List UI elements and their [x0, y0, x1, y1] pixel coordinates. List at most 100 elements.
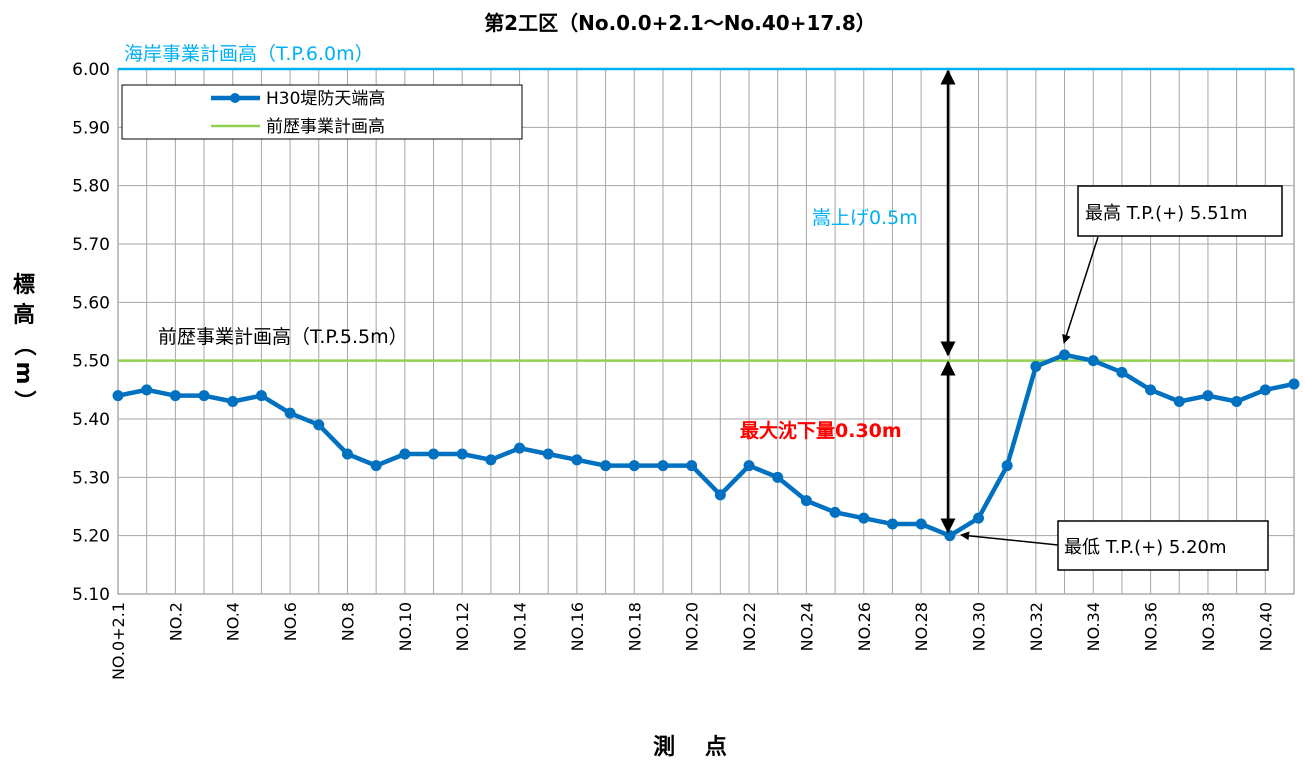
plot-area: [117, 68, 1295, 595]
data-point: [944, 530, 956, 542]
data-point: [112, 390, 124, 402]
y-axis-label-char: ）: [11, 390, 36, 412]
data-point: [313, 419, 325, 431]
x-tick-label: NO.6: [281, 602, 300, 641]
data-point: [542, 448, 554, 460]
data-point: [485, 454, 497, 466]
x-axis-label: 測 点: [653, 734, 727, 760]
x-tick-label: NO.20: [683, 602, 702, 651]
data-point: [1059, 349, 1071, 361]
data-point: [198, 390, 210, 402]
data-point: [743, 460, 755, 472]
data-point: [399, 448, 411, 460]
legend-box: [121, 84, 523, 140]
data-point: [915, 518, 927, 530]
chart-title: 第2工区（No.0.0+2.1～No.40+17.8）: [484, 11, 876, 35]
data-point: [858, 512, 870, 524]
y-tick-label: 5.70: [72, 235, 110, 255]
min-callout-box: [1057, 520, 1269, 571]
y-tick-label: 5.80: [72, 177, 110, 197]
data-point: [686, 460, 698, 472]
data-point: [571, 454, 583, 466]
coastal-plan-height-label: 海岸事業計画高（T.P.6.0m）: [124, 43, 374, 65]
y-tick-label: 5.30: [72, 468, 110, 488]
data-point: [370, 460, 382, 472]
data-point: [1116, 366, 1128, 378]
data-point: [284, 407, 296, 419]
legend-label-prior-plan: 前歴事業計画高: [266, 117, 385, 137]
data-point: [456, 448, 468, 460]
data-point: [829, 506, 841, 518]
y-tick-labels: 5.10 5.20 5.30 5.40 5.50 5.60 5.70 5.80 5.90 6.00: [72, 60, 110, 605]
x-tick-label: NO.24: [797, 602, 816, 651]
y-tick-label: 5.10: [72, 585, 110, 605]
y-axis-label-char: （: [11, 334, 36, 356]
y-tick-label: 6.00: [72, 60, 110, 80]
grid-lines: [118, 69, 1294, 594]
data-point: [1202, 390, 1214, 402]
x-tick-label: NO.2: [166, 602, 185, 641]
x-tick-label: NO.40: [1256, 602, 1275, 651]
x-tick-label: NO.14: [511, 602, 530, 651]
data-point: [1145, 384, 1157, 396]
y-tick-label: 5.20: [72, 527, 110, 547]
x-tick-label: NO.18: [625, 602, 644, 651]
y-tick-label: 5.40: [72, 410, 110, 430]
data-point: [628, 460, 640, 472]
min-callout-text: 最低 T.P.(+) 5.20m: [1064, 537, 1227, 558]
data-point: [341, 448, 353, 460]
data-point: [657, 460, 669, 472]
data-point: [714, 489, 726, 501]
raise-label: 嵩上げ0.5m: [812, 207, 918, 229]
max-callout-text: 最高 T.P.(+) 5.51m: [1085, 203, 1248, 224]
y-axis-label-char: m: [11, 362, 36, 385]
legend-label-h30: H30堤防天端高: [266, 89, 385, 109]
x-tick-label: NO.16: [568, 602, 587, 651]
data-point: [141, 384, 153, 396]
data-point: [227, 396, 239, 407]
y-tick-label: 5.90: [72, 118, 110, 138]
legend-marker-h30: [230, 93, 240, 103]
y-tick-label: 5.60: [72, 293, 110, 313]
data-point: [886, 518, 898, 530]
data-point: [169, 390, 181, 402]
data-point: [514, 442, 526, 454]
data-point: [772, 471, 784, 483]
data-point: [1087, 355, 1099, 367]
x-tick-label: NO.30: [969, 602, 988, 651]
settlement-label: 最大沈下量0.30m: [740, 419, 902, 442]
x-tick-label: NO.0+2.1: [109, 602, 128, 680]
data-point: [972, 512, 984, 524]
min-callout-arrow: [960, 531, 1059, 546]
data-point: [800, 495, 812, 507]
x-tick-label: NO.4: [224, 602, 243, 641]
data-point: [1173, 396, 1185, 407]
x-tick-label: NO.36: [1142, 602, 1161, 651]
x-tick-label: NO.38: [1199, 602, 1218, 651]
legend: H30堤防天端高 前歴事業計画高: [121, 84, 523, 140]
data-point: [1259, 384, 1271, 396]
data-point: [1288, 378, 1300, 390]
prior-plan-height-label: 前歴事業計画高（T.P.5.5m）: [158, 326, 408, 348]
x-tick-labels: NO.0+2.1 NO.2 NO.4 NO.6 NO.8 NO.10 NO.12 NO.14 N…: [109, 602, 1275, 680]
y-axis-label: 標高 （ m ）: [11, 273, 36, 412]
max-callout-arrow: [1062, 236, 1099, 344]
x-tick-label: NO.8: [338, 602, 357, 641]
y-tick-label: 5.50: [72, 352, 110, 372]
x-tick-label: NO.28: [912, 602, 931, 651]
x-tick-label: NO.10: [396, 602, 415, 651]
x-tick-label: NO.26: [855, 602, 874, 651]
x-tick-label: NO.22: [740, 602, 759, 651]
y-axis-label-char: 高: [13, 302, 35, 328]
x-tick-label: NO.34: [1084, 602, 1103, 651]
max-callout-box: [1077, 185, 1283, 237]
data-point: [1001, 460, 1013, 472]
y-axis-label-char: 標: [13, 273, 35, 298]
data-point: [1231, 396, 1243, 407]
data-point: [255, 390, 267, 402]
data-point: [600, 460, 612, 472]
series-markers: [112, 349, 1300, 542]
x-tick-label: NO.32: [1027, 602, 1046, 651]
data-point: [1030, 361, 1042, 372]
